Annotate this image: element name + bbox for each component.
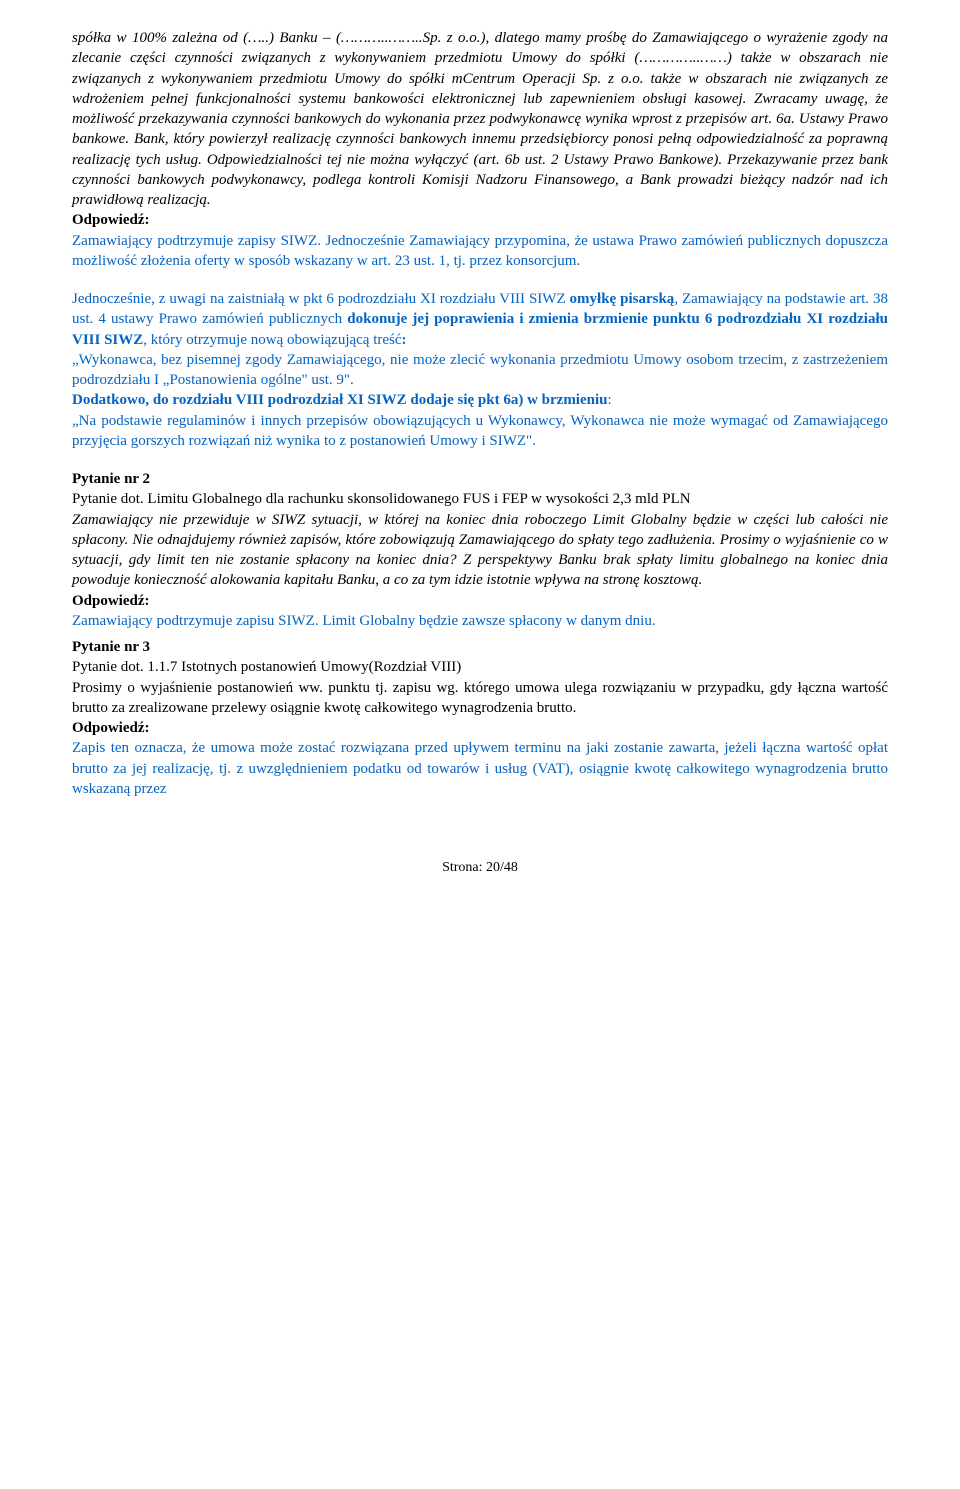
- a1-quote-dot: .: [350, 372, 354, 388]
- a1-quote-text: „Wykonawca, bez pisemnej zgody Zamawiają…: [72, 352, 888, 388]
- a1p2-a: Jednocześnie, z uwagi na zaistniałą w pk…: [72, 291, 570, 307]
- answer-1-text: Zamawiający podtrzymuje zapisy SIWZ. Jed…: [72, 231, 888, 272]
- question-2-title: Pytanie nr 2: [72, 469, 888, 489]
- page-footer: Strona: 20/48: [72, 859, 888, 878]
- a1p2-b: omyłkę pisarską: [570, 291, 675, 307]
- a1p2-f: :: [402, 332, 407, 348]
- question-3-body: Prosimy o wyjaśnienie postanowień ww. pu…: [72, 678, 888, 719]
- answer-3-text: Zapis ten oznacza, że umowa może zostać …: [72, 738, 888, 799]
- answer-1-para3: Dodatkowo, do rozdziału VIII podrozdział…: [72, 390, 888, 410]
- question-3-subtitle: Pytanie dot. 1.1.7 Istotnych postanowień…: [72, 657, 888, 677]
- a1p3-b: :: [608, 392, 612, 408]
- a1p3-a: Dodatkowo, do rozdziału VIII podrozdział…: [72, 392, 608, 408]
- answer-label-3: Odpowiedź:: [72, 718, 888, 738]
- answer-label-1: Odpowiedź:: [72, 210, 888, 230]
- answer-1-para2: Jednocześnie, z uwagi na zaistniałą w pk…: [72, 289, 888, 350]
- a1p2-e: , który otrzymuje nową obowiązującą treś…: [143, 332, 401, 348]
- answer-1-para4: „Na podstawie regulaminów i innych przep…: [72, 411, 888, 452]
- answer-2-text: Zamawiający podtrzymuje zapisu SIWZ. Lim…: [72, 611, 888, 631]
- answer-label-2: Odpowiedź:: [72, 591, 888, 611]
- answer-1-quote: „Wykonawca, bez pisemnej zgody Zamawiają…: [72, 350, 888, 391]
- intro-paragraph: spółka w 100% zależna od (…..) Banku – (…: [72, 28, 888, 210]
- question-2-subtitle: Pytanie dot. Limitu Globalnego dla rachu…: [72, 489, 888, 509]
- question-2-body: Zamawiający nie przewiduje w SIWZ sytuac…: [72, 510, 888, 591]
- question-3-title: Pytanie nr 3: [72, 637, 888, 657]
